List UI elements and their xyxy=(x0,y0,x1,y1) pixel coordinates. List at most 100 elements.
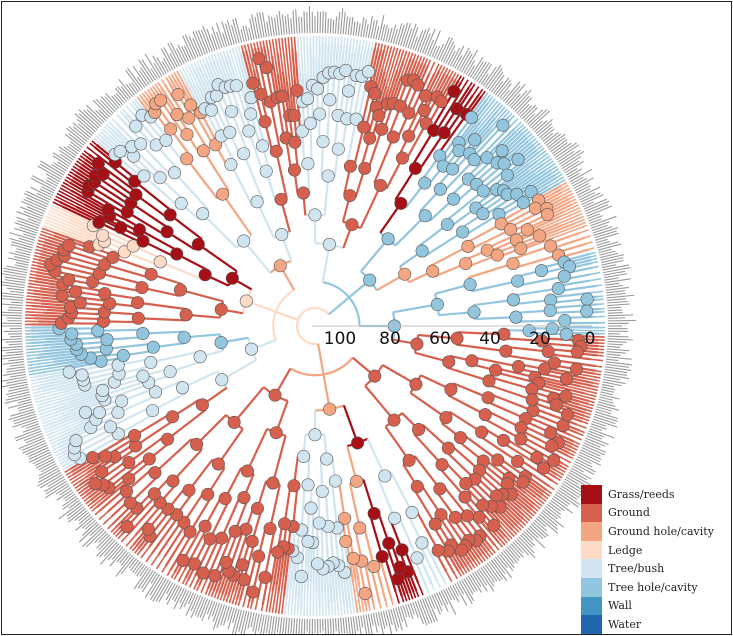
tip-label xyxy=(137,76,146,88)
branch xyxy=(520,520,527,526)
tip-label xyxy=(212,602,221,622)
tip-label xyxy=(28,449,50,460)
tip-label xyxy=(456,581,465,595)
branch xyxy=(157,520,183,556)
ancestral-state-node xyxy=(496,118,510,132)
tip-label xyxy=(216,604,225,628)
branch xyxy=(590,358,604,362)
ancestral-state-node xyxy=(182,483,196,497)
ancestral-state-node xyxy=(447,84,461,98)
branch xyxy=(46,215,78,230)
tip-label xyxy=(482,565,496,583)
branch xyxy=(511,529,518,535)
branch xyxy=(106,123,112,130)
branch xyxy=(293,36,297,52)
branch xyxy=(30,379,37,382)
tip-label xyxy=(64,493,76,502)
tip-label xyxy=(2,292,24,296)
branch xyxy=(275,310,299,321)
tip-label xyxy=(16,216,40,227)
ancestral-state-node xyxy=(410,480,424,494)
ancestral-state-node xyxy=(412,423,426,437)
branch xyxy=(29,276,36,279)
branch xyxy=(40,230,54,237)
tip-label xyxy=(202,25,213,52)
branch xyxy=(354,580,362,613)
tip-label xyxy=(392,28,398,44)
tip-label xyxy=(92,99,111,118)
tip-label xyxy=(19,226,38,234)
ancestral-state-node xyxy=(511,454,525,468)
branch xyxy=(70,382,116,397)
ancestral-state-node xyxy=(499,344,513,358)
tip-label xyxy=(584,439,601,448)
tip-label xyxy=(426,596,438,622)
tip-label xyxy=(539,513,558,530)
tip-label xyxy=(74,113,96,133)
ancestral-state-node xyxy=(96,167,110,181)
branch xyxy=(36,242,44,246)
ancestral-state-node xyxy=(294,569,308,583)
branch xyxy=(269,484,281,529)
branch xyxy=(65,176,72,181)
tip-label xyxy=(607,300,628,304)
ancestral-state-node xyxy=(223,125,237,139)
tip-label xyxy=(606,350,626,354)
tip-label xyxy=(607,338,633,341)
branch xyxy=(597,295,604,298)
tip-label xyxy=(548,137,566,151)
ancestral-state-node xyxy=(446,162,460,176)
tip-label xyxy=(516,97,533,114)
branch xyxy=(585,412,592,416)
ancestral-state-node xyxy=(547,453,561,467)
tip-label xyxy=(194,596,204,616)
ancestral-state-node xyxy=(381,232,395,246)
branch xyxy=(345,118,358,166)
tip-label xyxy=(575,458,593,468)
branch xyxy=(533,140,539,146)
branch xyxy=(567,455,574,460)
ancestral-state-node xyxy=(475,425,489,439)
tip-label xyxy=(569,168,593,183)
branch xyxy=(216,593,221,600)
branch xyxy=(87,501,94,507)
tip-label xyxy=(18,406,34,412)
branch xyxy=(396,49,405,71)
ancestral-state-node xyxy=(375,122,389,136)
branch xyxy=(26,353,39,357)
ancestral-state-node xyxy=(394,196,408,210)
branch xyxy=(92,432,134,459)
ancestral-state-node xyxy=(154,93,168,107)
branch xyxy=(509,114,515,121)
branch xyxy=(591,257,598,261)
tip-label xyxy=(292,618,296,634)
ancestral-state-node xyxy=(92,215,106,229)
branch xyxy=(62,294,111,303)
ancestral-state-node xyxy=(382,536,396,550)
branch xyxy=(473,560,479,567)
branch xyxy=(161,566,167,573)
tip-label xyxy=(68,133,85,147)
tip-label xyxy=(158,580,172,603)
tip-label xyxy=(605,286,629,291)
ancestral-state-node xyxy=(535,334,549,348)
ancestral-state-node xyxy=(496,433,510,447)
branch xyxy=(173,573,178,580)
tip-label xyxy=(519,534,534,548)
ancestral-state-node xyxy=(78,405,92,419)
tip-label xyxy=(355,21,359,36)
ancestral-state-node xyxy=(297,450,311,464)
branch xyxy=(242,240,272,274)
ancestral-state-node xyxy=(216,187,230,201)
branch xyxy=(36,402,55,410)
ancestral-state-node xyxy=(128,429,142,443)
ancestral-state-node xyxy=(494,217,508,231)
branch xyxy=(373,136,395,184)
ancestral-state-node xyxy=(551,282,565,296)
tip-label xyxy=(17,220,39,229)
branch xyxy=(579,229,589,234)
branch xyxy=(576,423,587,429)
tip-label xyxy=(257,613,263,632)
ancestral-state-node xyxy=(180,152,194,166)
tip-label xyxy=(436,592,443,606)
